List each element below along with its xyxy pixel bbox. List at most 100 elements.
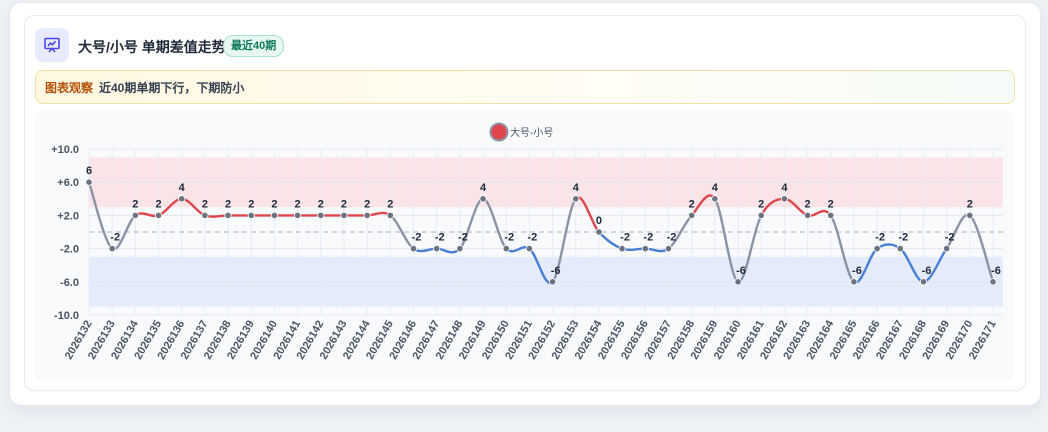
data-label: 4 <box>573 182 580 194</box>
data-point <box>247 211 255 220</box>
data-point <box>224 211 232 220</box>
data-point <box>386 211 394 220</box>
legend-marker <box>489 122 509 142</box>
chart-area: +10.0 +6.0 +2.0 -2.0 -6.0 -10.0 2026132 2026133… <box>35 110 1013 381</box>
data-point <box>873 245 881 253</box>
data-label: -2 <box>875 232 885 244</box>
data-point <box>780 195 788 203</box>
data-label: -6 <box>852 265 862 277</box>
data-point <box>664 245 673 253</box>
data-point <box>734 278 742 286</box>
data-label: -2 <box>110 232 120 244</box>
data-point <box>803 211 812 220</box>
data-point <box>433 245 441 253</box>
data-point <box>641 245 649 253</box>
data-label: 2 <box>225 198 231 210</box>
data-point <box>409 245 418 253</box>
data-point <box>572 195 580 203</box>
data-label: 2 <box>805 198 811 210</box>
data-label: -2 <box>504 232 514 244</box>
y-tick-label: +6.0 <box>57 177 79 189</box>
y-tick-label: +10.0 <box>51 144 79 156</box>
data-label: 2 <box>132 198 138 210</box>
series-line-segment <box>87 181 114 250</box>
series-line-segment <box>597 230 624 250</box>
data-point <box>595 228 603 236</box>
series-line-segment <box>389 214 415 250</box>
data-label: 0 <box>596 215 602 227</box>
data-label: 2 <box>364 198 370 210</box>
data-label: 4 <box>712 182 719 194</box>
data-point <box>131 211 139 220</box>
data-label: -6 <box>922 265 932 277</box>
data-point <box>294 211 302 220</box>
data-point <box>363 211 371 220</box>
data-point <box>340 211 348 220</box>
data-label: -6 <box>991 265 1001 277</box>
observation-text: 近40期单期下行，下期防小 <box>99 81 245 95</box>
legend-label: 大号-小号 <box>510 126 553 139</box>
data-label: -2 <box>643 232 653 244</box>
data-label: 2 <box>318 198 324 210</box>
data-label: -2 <box>945 232 955 244</box>
data-point <box>711 195 719 203</box>
data-label: 2 <box>758 198 764 210</box>
data-label: 2 <box>387 198 393 210</box>
data-point <box>108 245 116 253</box>
data-label: 2 <box>202 198 208 210</box>
data-label: 4 <box>781 182 788 194</box>
data-point <box>479 195 487 203</box>
data-label: 2 <box>295 198 301 210</box>
observation-tag: 图表观察 <box>45 81 94 95</box>
y-tick-label: -10.0 <box>54 310 79 322</box>
line-chart: +10.0+6.0+2.0-2.0-6.0-10.020261322026133… <box>51 122 1003 362</box>
data-point <box>757 211 765 220</box>
data-label: 2 <box>689 198 695 210</box>
data-label: -6 <box>736 265 746 277</box>
series-line-segment <box>968 214 995 283</box>
data-label: 2 <box>248 198 254 210</box>
series-line-segment <box>551 197 577 283</box>
data-label: 2 <box>967 198 973 210</box>
presentation-chart-icon <box>35 28 69 62</box>
data-label: -2 <box>898 232 908 244</box>
y-tick-label: +2.0 <box>57 210 79 222</box>
data-label: 4 <box>179 182 186 194</box>
panel-frame: 大号/小号 单期差值走势 最近40期 图表观察 近40期单期下行，下期防小 +1… <box>9 2 1041 406</box>
data-point <box>919 278 928 286</box>
observation-bar: 图表观察 近40期单期下行，下期防小 <box>35 70 1015 104</box>
y-tick-label: -2.0 <box>60 244 79 256</box>
chart-title: 大号/小号 单期差值走势 <box>78 39 226 55</box>
data-label: 4 <box>480 182 487 194</box>
data-point <box>502 245 510 253</box>
data-label: -6 <box>551 265 561 277</box>
data-label: 2 <box>828 198 834 210</box>
data-point <box>827 211 835 220</box>
data-point <box>943 245 951 253</box>
data-label: -2 <box>412 232 422 244</box>
data-point <box>85 178 93 186</box>
data-label: 6 <box>86 165 92 177</box>
data-label: -2 <box>435 232 445 244</box>
data-label: -2 <box>528 232 538 244</box>
data-label: 2 <box>155 198 161 210</box>
data-label: 2 <box>271 198 277 210</box>
data-point <box>154 211 163 220</box>
data-label: -2 <box>667 232 677 244</box>
data-point <box>548 278 557 286</box>
data-point <box>201 211 209 220</box>
y-tick-label: -6.0 <box>60 277 79 289</box>
period-badge: 最近40期 <box>223 35 285 57</box>
data-label: -2 <box>458 232 468 244</box>
data-point <box>525 245 534 253</box>
data-point <box>178 195 186 203</box>
data-label: 2 <box>341 198 347 210</box>
chart-card: 大号/小号 单期差值走势 最近40期 图表观察 近40期单期下行，下期防小 +1… <box>24 15 1026 391</box>
data-point <box>618 245 626 253</box>
data-point <box>270 211 279 220</box>
data-point <box>688 211 696 220</box>
data-point <box>456 245 464 253</box>
data-point <box>896 245 904 253</box>
data-point <box>850 278 858 286</box>
data-point <box>989 278 997 286</box>
